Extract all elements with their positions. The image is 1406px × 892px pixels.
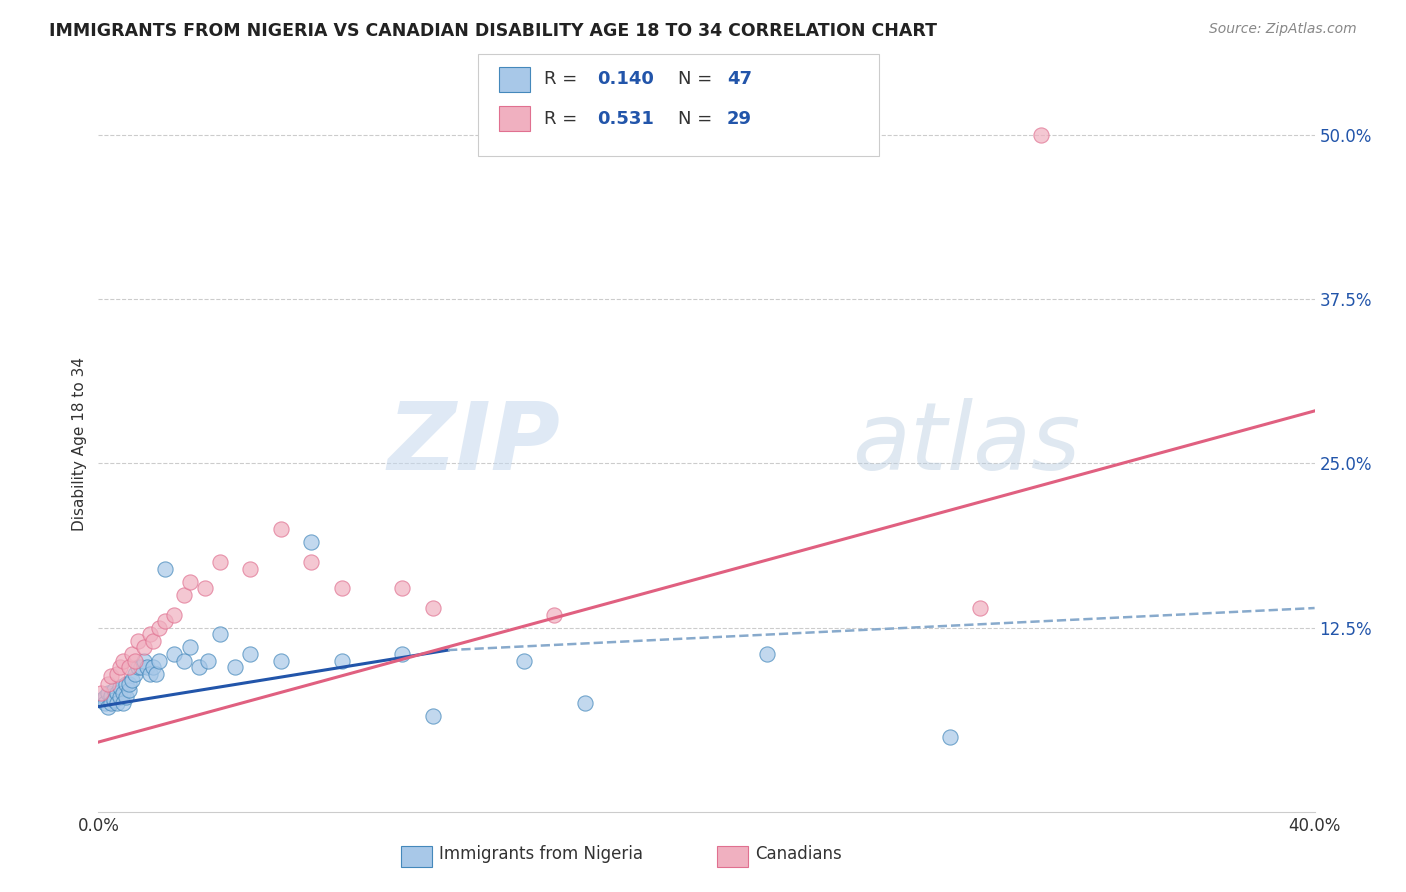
Point xyxy=(100,689,122,703)
Text: 29: 29 xyxy=(727,110,752,128)
Point xyxy=(108,690,131,705)
Point xyxy=(148,654,170,668)
Point xyxy=(114,677,136,691)
Point xyxy=(129,660,152,674)
Point xyxy=(136,660,159,674)
Point xyxy=(299,535,322,549)
Point xyxy=(224,660,246,674)
Point xyxy=(93,696,115,710)
Point xyxy=(969,601,991,615)
Point xyxy=(93,690,115,705)
Point xyxy=(330,654,353,668)
Point xyxy=(239,647,262,661)
Text: atlas: atlas xyxy=(852,398,1081,490)
Point xyxy=(90,686,112,700)
Point xyxy=(96,686,118,700)
Point xyxy=(163,647,186,661)
Point xyxy=(121,673,143,688)
Text: Canadians: Canadians xyxy=(755,845,842,863)
Point xyxy=(132,640,155,655)
Point xyxy=(124,666,146,681)
Point xyxy=(173,588,195,602)
Point xyxy=(270,654,292,668)
Point xyxy=(145,666,167,681)
Text: Source: ZipAtlas.com: Source: ZipAtlas.com xyxy=(1209,22,1357,37)
Point xyxy=(330,582,353,596)
Point xyxy=(299,555,322,569)
Point xyxy=(270,522,292,536)
Point xyxy=(142,660,165,674)
Text: N =: N = xyxy=(678,110,717,128)
Text: Immigrants from Nigeria: Immigrants from Nigeria xyxy=(439,845,643,863)
Text: R =: R = xyxy=(544,110,583,128)
Point xyxy=(179,574,201,589)
Point xyxy=(543,607,565,622)
Point xyxy=(179,640,201,655)
Point xyxy=(209,555,232,569)
Point xyxy=(118,677,141,691)
Y-axis label: Disability Age 18 to 34: Disability Age 18 to 34 xyxy=(72,357,87,531)
Point xyxy=(108,660,131,674)
Point xyxy=(103,693,125,707)
Point xyxy=(574,696,596,710)
Point xyxy=(105,696,128,710)
Point xyxy=(127,633,149,648)
Point xyxy=(108,680,131,694)
Text: IMMIGRANTS FROM NIGERIA VS CANADIAN DISABILITY AGE 18 TO 34 CORRELATION CHART: IMMIGRANTS FROM NIGERIA VS CANADIAN DISA… xyxy=(49,22,938,40)
Point xyxy=(139,666,162,681)
Point xyxy=(114,690,136,705)
Point xyxy=(121,647,143,661)
Point xyxy=(513,654,536,668)
Point xyxy=(111,696,134,710)
Point xyxy=(111,686,134,700)
Point xyxy=(100,696,122,710)
Text: 0.140: 0.140 xyxy=(598,70,654,88)
Text: 47: 47 xyxy=(727,70,752,88)
Point xyxy=(100,669,122,683)
Point xyxy=(103,682,125,697)
Point xyxy=(239,561,262,575)
Point xyxy=(155,614,177,628)
Point xyxy=(142,633,165,648)
Point xyxy=(209,627,232,641)
Point xyxy=(96,677,118,691)
Point xyxy=(111,654,134,668)
Text: 0.531: 0.531 xyxy=(598,110,654,128)
Point xyxy=(105,666,128,681)
Point xyxy=(127,660,149,674)
Point xyxy=(139,627,162,641)
Point xyxy=(391,582,413,596)
Point xyxy=(96,699,118,714)
Point xyxy=(197,654,219,668)
Point xyxy=(391,647,413,661)
Point xyxy=(422,708,444,723)
Point xyxy=(105,686,128,700)
Point xyxy=(1029,128,1052,142)
Point xyxy=(194,582,217,596)
Point xyxy=(187,660,209,674)
Point xyxy=(939,730,962,744)
Text: N =: N = xyxy=(678,70,717,88)
Point xyxy=(422,601,444,615)
Point xyxy=(132,654,155,668)
Point xyxy=(148,621,170,635)
Point xyxy=(163,607,186,622)
Point xyxy=(124,654,146,668)
Point xyxy=(118,660,141,674)
Point xyxy=(90,693,112,707)
Text: ZIP: ZIP xyxy=(388,398,561,490)
Point xyxy=(155,561,177,575)
Text: R =: R = xyxy=(544,70,583,88)
Point xyxy=(118,682,141,697)
Point xyxy=(756,647,779,661)
Point xyxy=(173,654,195,668)
